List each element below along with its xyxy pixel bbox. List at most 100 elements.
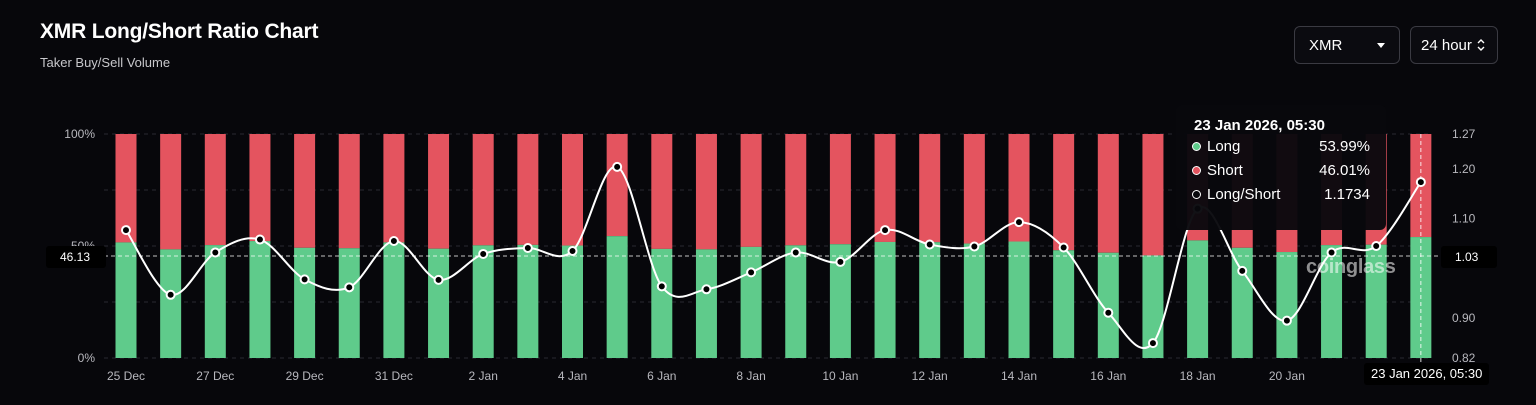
crosshair-right-value: 1.03 — [1441, 246, 1497, 268]
short-bar — [294, 134, 316, 248]
ratio-point — [746, 267, 757, 278]
long-bar — [1187, 240, 1209, 358]
crosshair-left-value: 46.13 — [46, 246, 106, 268]
long-bar — [785, 245, 807, 358]
short-bar — [695, 134, 717, 250]
short-bar — [1008, 134, 1030, 242]
x-tick-label: 29 Dec — [286, 369, 324, 383]
ratio-point — [1014, 217, 1024, 228]
short-bar — [740, 134, 762, 247]
tooltip-title: 23 Jan 2026, 05:30 — [1194, 117, 1325, 134]
chart-tooltip: 23 Jan 2026, 05:30 Long 53.99% Short 46.… — [1176, 105, 1386, 230]
ratio-point — [835, 256, 846, 267]
ratio-point — [1058, 242, 1069, 253]
long-bar — [606, 236, 628, 358]
y-left-tick-label: 0% — [78, 351, 96, 365]
ratio-point — [1326, 247, 1337, 258]
x-tick-label: 16 Jan — [1090, 369, 1126, 383]
ratio-point — [210, 247, 221, 258]
short-bar — [338, 134, 360, 249]
ratio-point — [344, 282, 355, 293]
x-tick-label: 8 Jan — [736, 369, 765, 383]
short-bar — [562, 134, 583, 246]
short-bar — [472, 134, 494, 246]
short-bar — [874, 134, 896, 242]
ratio-point — [1281, 315, 1292, 326]
x-tick-label: 31 Dec — [375, 369, 413, 383]
long-bar — [1365, 244, 1387, 358]
ratio-point — [790, 247, 801, 258]
long-bar — [115, 242, 137, 358]
long-bar — [338, 248, 360, 358]
y-right-tick-label: 1.20 — [1452, 162, 1476, 176]
tooltip-row-ratio: Long/Short 1.1734 — [1192, 182, 1370, 206]
long-bar — [1276, 252, 1298, 358]
long-bar — [383, 242, 405, 358]
short-bar — [1097, 134, 1119, 253]
y-right-tick-label: 0.90 — [1452, 311, 1476, 325]
tooltip-value: 46.01% — [1319, 161, 1370, 179]
tooltip-label: Long — [1207, 137, 1241, 155]
ratio-point — [165, 289, 176, 300]
ratio-point — [969, 241, 980, 252]
x-tick-label: 14 Jan — [1001, 369, 1037, 383]
long-bar — [1231, 247, 1253, 358]
y-right-tick-label: 0.82 — [1452, 351, 1476, 365]
x-tick-label: 20 Jan — [1269, 369, 1305, 383]
y-left-tick-label: 100% — [64, 127, 95, 141]
long-bar — [294, 247, 316, 358]
x-tick-label: 6 Jan — [647, 369, 676, 383]
short-legend-dot — [1192, 165, 1201, 175]
short-bar — [919, 134, 941, 243]
tooltip-value: 53.99% — [1319, 137, 1370, 155]
coin-select-value: XMR — [1309, 36, 1343, 54]
long-bar — [249, 241, 271, 358]
chevron-down-icon — [1377, 43, 1385, 48]
x-tick-label: 18 Jan — [1180, 369, 1216, 383]
ratio-point — [567, 245, 578, 256]
ratio-point — [1237, 265, 1248, 276]
short-bar — [249, 134, 271, 242]
long-bar — [740, 246, 762, 358]
ratio-point — [254, 234, 265, 245]
ratio-point — [522, 242, 533, 253]
ratio-point — [299, 274, 310, 285]
short-bar — [115, 134, 137, 243]
short-bar — [428, 134, 450, 249]
chart-title: XMR Long/Short Ratio Chart — [40, 20, 319, 43]
long-bar — [1321, 245, 1343, 358]
ratio-point — [880, 225, 891, 236]
ratio-point — [924, 239, 935, 250]
ratio-legend-dot — [1192, 189, 1201, 199]
tooltip-value: 1.1734 — [1324, 185, 1370, 203]
sort-updown-icon — [1477, 39, 1485, 51]
ratio-point — [656, 281, 667, 292]
ratio-point — [1371, 241, 1382, 251]
x-tick-label: 10 Jan — [822, 369, 858, 383]
ratio-point — [612, 161, 623, 172]
long-bar — [204, 245, 226, 358]
long-bar — [562, 245, 583, 358]
coin-select[interactable]: XMR — [1294, 26, 1400, 64]
long-bar — [829, 244, 851, 358]
period-select[interactable]: 24 hour — [1410, 26, 1498, 64]
x-tick-label: 12 Jan — [912, 369, 948, 383]
period-select-value: 24 hour — [1421, 36, 1472, 54]
y-right-tick-label: 1.10 — [1452, 212, 1476, 226]
long-bar — [160, 249, 182, 358]
long-bar — [963, 243, 985, 358]
long-bar — [472, 245, 494, 358]
ratio-point — [1147, 338, 1158, 349]
ratio-point — [388, 236, 399, 247]
watermark-logo: coinglass — [1306, 256, 1396, 278]
short-bar — [606, 134, 628, 237]
short-bar — [963, 134, 985, 244]
ratio-point — [478, 248, 489, 259]
y-right-tick-label: 1.27 — [1452, 127, 1476, 141]
short-bar — [160, 134, 182, 250]
short-bar — [829, 134, 851, 245]
ratio-point — [433, 274, 444, 285]
tooltip-row-long: Long 53.99% — [1192, 134, 1370, 158]
short-bar — [383, 134, 405, 243]
long-bar — [1053, 250, 1075, 358]
